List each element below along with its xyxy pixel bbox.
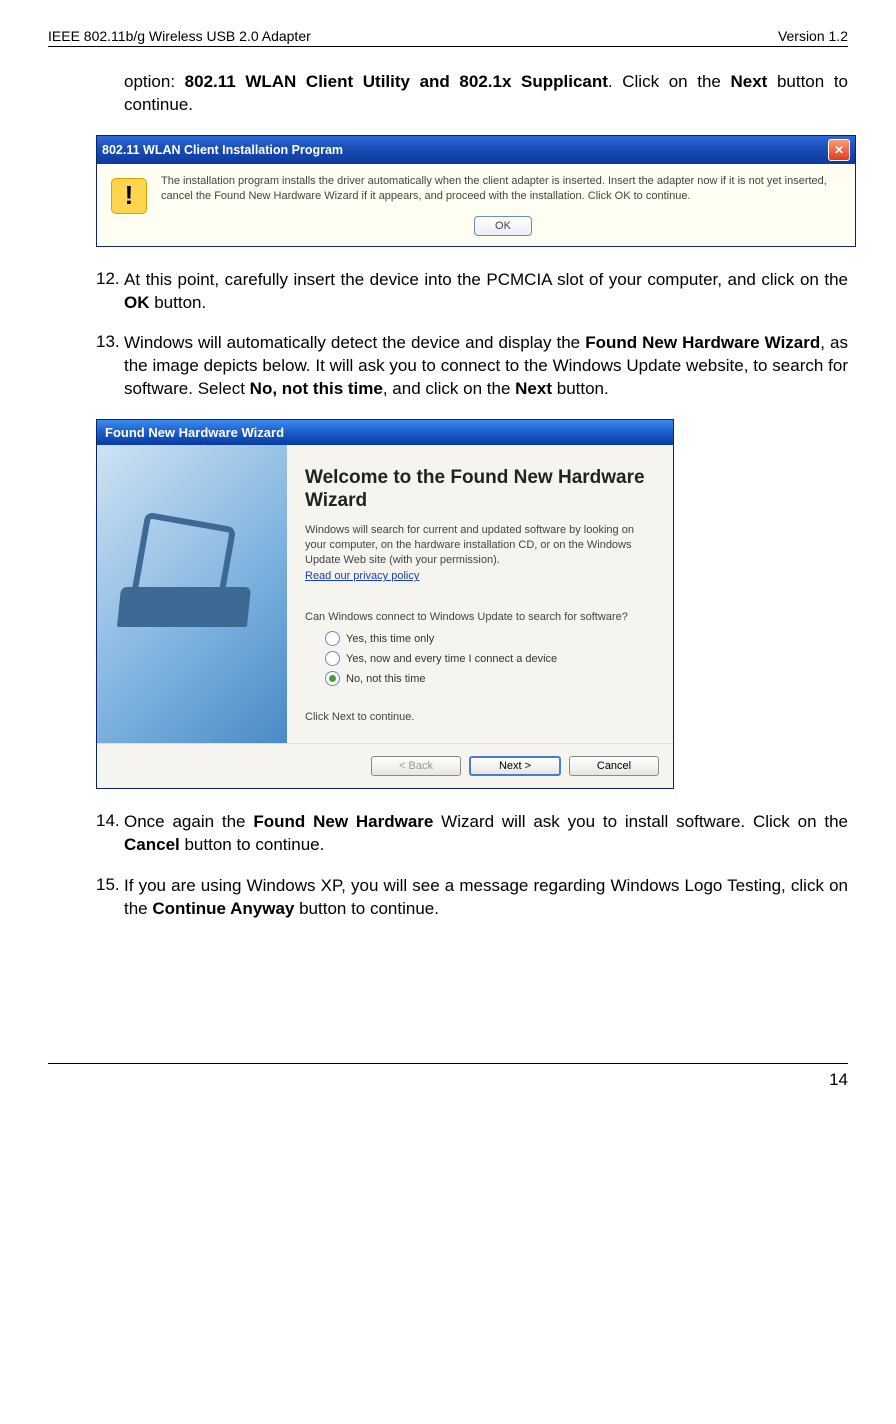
header-left: IEEE 802.11b/g Wireless USB 2.0 Adapter [48, 28, 311, 44]
item13-b2: No, not this time [250, 379, 383, 398]
item-13-body: Windows will automatically detect the de… [124, 332, 848, 401]
close-icon[interactable]: ✕ [828, 139, 850, 161]
header-divider [48, 46, 848, 47]
radio-icon [325, 631, 340, 646]
item-12-num: 12. [96, 269, 124, 289]
item14-t1: Once again the [124, 812, 253, 831]
hardware-wizard-title: Found New Hardware Wizard [97, 420, 673, 445]
wizard-p1: Windows will search for current and upda… [305, 523, 653, 568]
radio-yes-once[interactable]: Yes, this time only [325, 631, 653, 646]
radio-no[interactable]: No, not this time [325, 671, 653, 686]
intro-mid: . Click on the [608, 72, 731, 91]
item-14-body: Once again the Found New Hardware Wizard… [124, 811, 848, 857]
item-15-body: If you are using Windows XP, you will se… [124, 875, 848, 921]
next-button[interactable]: Next > [469, 756, 561, 776]
radio-yes-once-label: Yes, this time only [346, 633, 434, 645]
item14-t3: button to continue. [180, 835, 325, 854]
radio-icon [325, 671, 340, 686]
item12-t1: At this point, carefully insert the devi… [124, 270, 848, 289]
page-number: 14 [48, 1070, 848, 1090]
wizard-graphic-panel [97, 445, 287, 743]
hardware-wizard-dialog: Found New Hardware Wizard Welcome to the… [96, 419, 674, 789]
install-dialog-text: The installation program installs the dr… [161, 174, 845, 204]
intro-b2: Next [730, 72, 767, 91]
item-15-num: 15. [96, 875, 124, 895]
footer-divider [48, 1063, 848, 1064]
radio-yes-always-label: Yes, now and every time I connect a devi… [346, 653, 557, 665]
radio-yes-always[interactable]: Yes, now and every time I connect a devi… [325, 651, 653, 666]
wizard-heading: Welcome to the Found New Hardware Wizard [305, 467, 653, 513]
item14-b2: Cancel [124, 835, 180, 854]
item14-t2: Wizard will ask you to install software.… [433, 812, 848, 831]
item13-b1: Found New Hardware Wizard [585, 333, 820, 352]
install-dialog-title: 802.11 WLAN Client Installation Program [102, 143, 343, 157]
radio-icon [325, 651, 340, 666]
intro-para: option: 802.11 WLAN Client Utility and 8… [96, 71, 848, 117]
item15-b1: Continue Anyway [152, 899, 294, 918]
intro-b1: 802.11 WLAN Client Utility and 802.1x Su… [185, 72, 608, 91]
install-dialog: 802.11 WLAN Client Installation Program … [96, 135, 856, 247]
item12-t2: button. [150, 293, 207, 312]
hardware-icon [119, 527, 249, 637]
cancel-button[interactable]: Cancel [569, 756, 659, 776]
item-13-num: 13. [96, 332, 124, 352]
privacy-link[interactable]: Read our privacy policy [305, 569, 653, 584]
item-12-body: At this point, carefully insert the devi… [124, 269, 848, 315]
ok-button[interactable]: OK [474, 216, 532, 236]
header-right: Version 1.2 [778, 28, 848, 44]
item-14-num: 14. [96, 811, 124, 831]
item12-b1: OK [124, 293, 150, 312]
item13-b3: Next [515, 379, 552, 398]
item13-t4: button. [552, 379, 609, 398]
back-button: < Back [371, 756, 461, 776]
wizard-continue-text: Click Next to continue. [305, 710, 653, 725]
intro-pre: option: [124, 72, 185, 91]
item14-b1: Found New Hardware [253, 812, 433, 831]
item15-t2: button to continue. [294, 899, 439, 918]
wizard-question: Can Windows connect to Windows Update to… [305, 610, 653, 625]
item13-t3: , and click on the [383, 379, 515, 398]
warning-icon: ! [111, 178, 147, 214]
radio-no-label: No, not this time [346, 673, 425, 685]
item13-t1: Windows will automatically detect the de… [124, 333, 585, 352]
